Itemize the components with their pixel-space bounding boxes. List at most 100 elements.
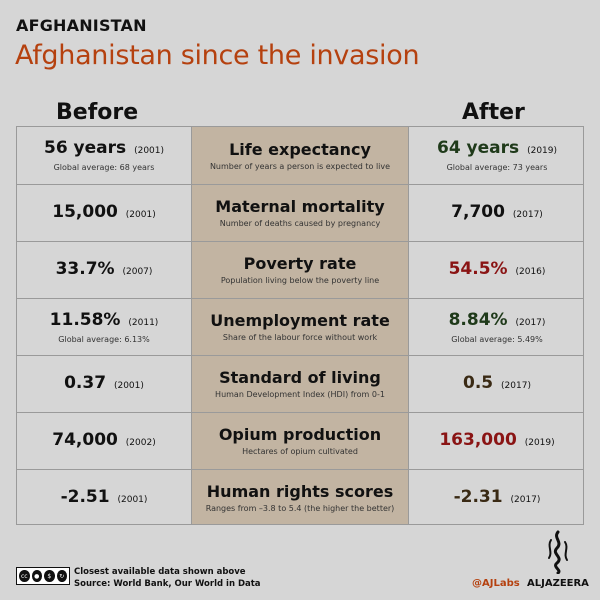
by-icon: ●	[31, 570, 42, 582]
before-cell: 0.37 (2001)	[17, 356, 191, 412]
before-year: (2001)	[125, 209, 156, 220]
before-year: (2007)	[122, 266, 153, 277]
after-value: -2.31	[453, 486, 503, 507]
metric-cell: Maternal mortality Number of deaths cause…	[191, 185, 409, 241]
before-value: 11.58%	[49, 309, 121, 330]
before-value: 74,000	[52, 429, 118, 450]
metric-name: Standard of living	[219, 368, 381, 387]
table-row: 33.7% (2007) Poverty rate Population livin…	[17, 241, 583, 298]
metric-description: Population living below the poverty line	[220, 276, 380, 285]
after-cell: 54.5% (2016)	[409, 242, 585, 298]
metric-description: Ranges from –3.8 to 5.4 (the higher the …	[205, 504, 395, 513]
after-year: (2016)	[515, 266, 546, 277]
after-value: 163,000	[439, 429, 517, 450]
before-value: 0.37	[64, 372, 107, 393]
after-value-line: 7,700 (2017)	[451, 202, 543, 225]
before-cell: 74,000 (2002)	[17, 413, 191, 469]
after-value: 0.5	[463, 372, 494, 393]
after-cell: 7,700 (2017)	[409, 185, 585, 241]
after-value-line: 54.5% (2016)	[449, 259, 546, 282]
metric-description: Hectares of opium cultivated	[242, 447, 358, 456]
after-note: Global average: 5.49%	[451, 334, 543, 344]
after-cell: 163,000 (2019)	[409, 413, 585, 469]
metric-column	[191, 127, 409, 524]
comparison-table: 56 years (2001) Global average: 68 years L…	[16, 126, 584, 525]
footer-source: Source: World Bank, Our World in Data	[74, 579, 261, 589]
before-value-line: -2.51 (2001)	[61, 487, 148, 510]
before-year: (2001)	[134, 146, 165, 156]
before-year: (2001)	[117, 494, 148, 505]
before-note: Global average: 6.13%	[58, 334, 150, 344]
after-year: (2019)	[527, 146, 558, 156]
footer-note: Closest available data shown above	[74, 567, 246, 577]
metric-cell: Opium production Hectares of opium cultiv…	[191, 413, 409, 469]
after-cell: 0.5 (2017)	[409, 356, 585, 412]
after-year: (2017)	[501, 380, 531, 391]
before-cell: 33.7% (2007)	[17, 242, 191, 298]
after-value: 8.84%	[448, 309, 508, 330]
table-row: 56 years (2001) Global average: 68 years L…	[17, 127, 583, 184]
before-year: (2002)	[125, 437, 156, 448]
after-year: (2017)	[510, 494, 541, 505]
before-year: (2011)	[128, 317, 159, 328]
metric-description: Number of years a person is expected to …	[209, 161, 391, 171]
after-value-line: 163,000 (2019)	[439, 430, 554, 453]
after-value-line: 8.84% (2017)	[449, 310, 546, 333]
metric-cell: Poverty rate Population living below the …	[191, 242, 409, 298]
before-value-line: 0.37 (2001)	[64, 373, 144, 396]
metric-name: Unemployment rate	[210, 311, 390, 330]
metric-cell: Life expectancy Number of years a person …	[191, 127, 409, 184]
metric-name: Human rights scores	[206, 482, 394, 501]
country-label: AFGHANISTAN	[16, 16, 147, 35]
ajlabs-handle: @AJLabs	[472, 578, 520, 589]
before-note: Global average: 68 years	[53, 163, 155, 172]
before-value-line: 33.7% (2007)	[56, 259, 153, 282]
headline: Afghanistan since the invasion	[15, 40, 420, 71]
footer-notes: Closest available data shown above Sourc…	[74, 566, 261, 590]
after-value: 64 years	[436, 138, 520, 158]
after-year: (2019)	[524, 437, 555, 448]
after-value: 7,700	[451, 201, 505, 222]
metric-name: Poverty rate	[243, 254, 357, 273]
before-value-line: 74,000 (2002)	[52, 430, 155, 453]
metric-cell: Human rights scores Ranges from –3.8 to 5…	[191, 470, 409, 526]
table-row: 11.58% (2011) Global average: 6.13% Unempl…	[17, 298, 583, 355]
after-cell: 8.84% (2017) Global average: 5.49%	[409, 299, 585, 355]
before-cell: 15,000 (2001)	[17, 185, 191, 241]
cc-icon: cc	[19, 570, 30, 582]
metric-cell: Unemployment rate Share of the labour for…	[191, 299, 409, 355]
after-note: Global average: 73 years	[446, 163, 548, 172]
before-cell: -2.51 (2001)	[17, 470, 191, 526]
metric-description: Share of the labour force without work	[222, 333, 378, 342]
after-value: 54.5%	[448, 258, 508, 279]
before-column-header: Before	[56, 100, 139, 125]
creative-commons-badge: cc ● $ ↻	[16, 567, 70, 585]
after-value-line: -2.31 (2017)	[454, 487, 541, 510]
table-row: 15,000 (2001) Maternal mortality Number of…	[17, 184, 583, 241]
before-value: 33.7%	[55, 258, 115, 279]
before-cell: 56 years (2001) Global average: 68 years	[17, 127, 191, 184]
table-row: 74,000 (2002) Opium production Hectares of…	[17, 412, 583, 469]
after-cell: 64 years (2019) Global average: 73 years	[409, 127, 585, 184]
before-value: -2.51	[60, 486, 110, 507]
after-value-line: 64 years (2019)	[437, 138, 557, 161]
after-year: (2017)	[512, 209, 543, 220]
before-value: 15,000	[52, 201, 118, 222]
before-year: (2001)	[113, 380, 144, 391]
before-value-line: 11.58% (2011)	[50, 310, 159, 333]
metric-description: Human Development Index (HDI) from 0-1	[215, 390, 385, 399]
after-value-line: 0.5 (2017)	[463, 373, 531, 396]
after-column-header: After	[462, 100, 525, 125]
metric-name: Opium production	[218, 425, 382, 444]
metric-cell: Standard of living Human Development Inde…	[191, 356, 409, 412]
after-year: (2017)	[515, 317, 546, 328]
nc-icon: $	[44, 570, 55, 582]
after-cell: -2.31 (2017)	[409, 470, 585, 526]
before-cell: 11.58% (2011) Global average: 6.13%	[17, 299, 191, 355]
aljazeera-brand: ALJAZEERA	[527, 578, 589, 589]
metric-name: Maternal mortality	[215, 197, 385, 216]
before-value: 56 years	[43, 138, 127, 158]
table-row: 0.37 (2001) Standard of living Human Devel…	[17, 355, 583, 412]
sa-icon: ↻	[56, 570, 67, 582]
before-value-line: 15,000 (2001)	[52, 202, 155, 225]
